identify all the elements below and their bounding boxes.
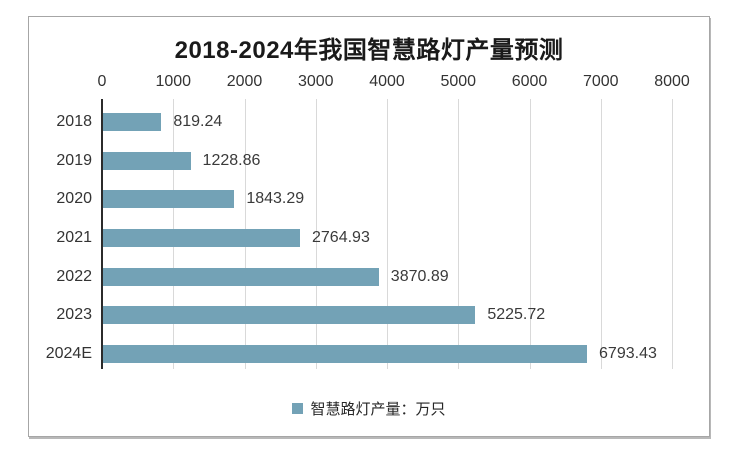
category-label: 2018 [56,113,92,131]
legend-label: 智慧路灯产量：万只 [310,401,446,418]
plot-area: 0 1000 2000 3000 4000 5000 6000 7000 8000 2018 819… [29,17,709,436]
x-gridline [387,99,388,369]
x-tick-label: 1000 [155,73,192,90]
y-axis-line [101,99,103,369]
category-label: 2023 [56,306,92,324]
x-tick-label: 3000 [297,73,334,90]
x-gridline [529,99,531,369]
x-tick-label: 2000 [226,73,263,90]
value-label: 1228.86 [202,151,261,169]
bar [103,306,476,325]
category-label: 2021 [56,229,92,246]
x-tick-label: 8000 [654,73,690,90]
chart-title: 2018-2024年我国智慧路灯产量预测 [174,37,564,64]
category-label: 2019 [56,151,92,169]
x-tick-label: 5000 [440,73,477,90]
category-label: 2024E [45,344,92,362]
x-tick-label: 4000 [369,73,405,90]
bar [103,267,379,286]
value-label: 3870.89 [390,267,449,285]
bar [103,190,235,209]
x-gridline [672,99,673,369]
bar [103,229,300,247]
x-tick-label: 7000 [582,73,619,90]
x-gridline [458,99,460,369]
legend-swatch [292,403,304,414]
x-tick-label: 0 [97,73,107,90]
bar [103,151,191,170]
value-label: 819.24 [173,113,223,131]
category-label: 2022 [56,267,92,285]
chart-frame: 2018-2024年我国智慧路灯产量预测 0 1000 2000 3000 4000 50… [28,16,710,437]
x-gridline [600,99,602,369]
bar [103,344,588,363]
value-label: 1843.29 [246,190,305,208]
category-label: 2020 [56,190,92,208]
legend: 智慧路灯产量：万只 [29,398,709,419]
value-label: 6793.43 [599,344,657,362]
bar [103,113,162,132]
x-tick-label: 6000 [511,73,548,90]
value-label: 5225.72 [487,306,546,324]
x-gridline [315,99,317,369]
value-label: 2764.93 [312,229,370,246]
